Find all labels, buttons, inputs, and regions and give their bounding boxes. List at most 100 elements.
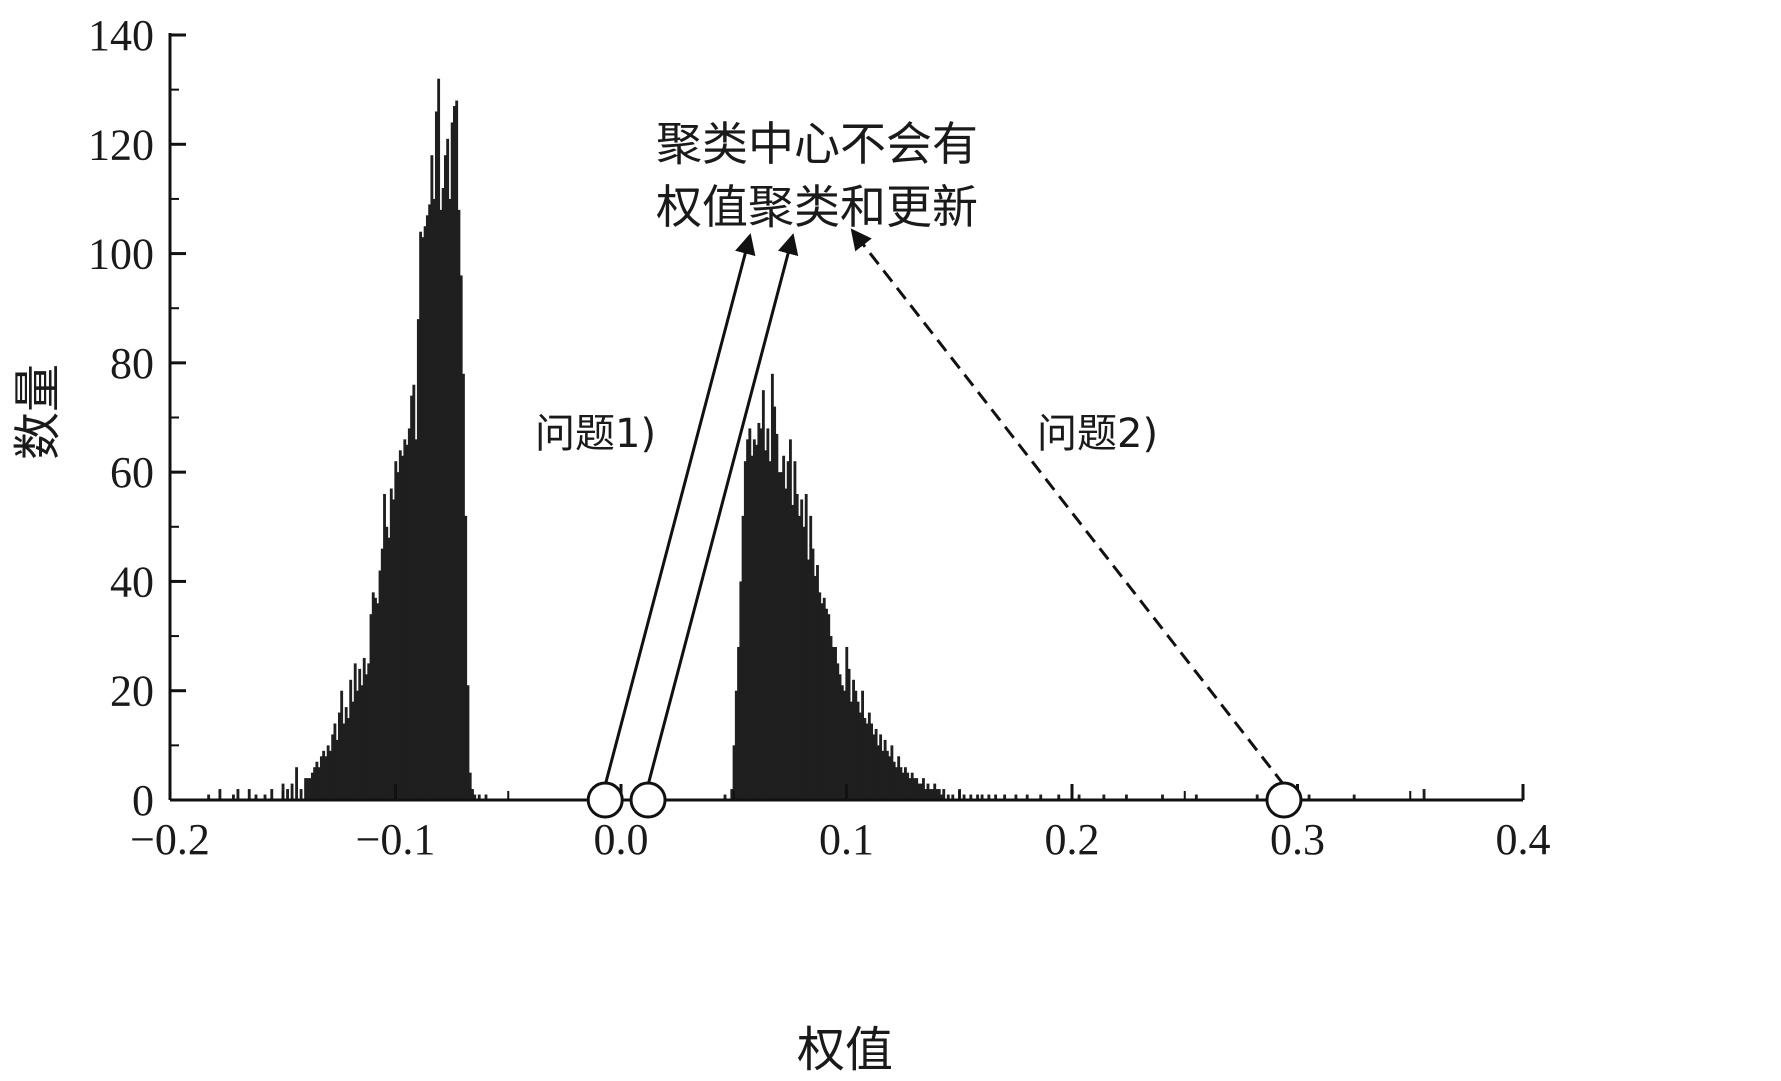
y-tick-label: 120 <box>88 120 154 169</box>
histogram-bar <box>313 767 317 800</box>
histogram-bar <box>1057 794 1061 800</box>
histogram-bar <box>365 674 368 800</box>
histogram-bar <box>845 647 849 800</box>
histogram-bar <box>462 373 465 800</box>
histogram-bar <box>401 455 404 800</box>
histogram-bar <box>820 603 824 800</box>
histogram-bar <box>876 745 880 800</box>
histogram-bar <box>761 390 765 800</box>
histogram-bar <box>732 745 736 800</box>
histogram-bar <box>1255 794 1259 800</box>
x-axis-title: 权值 <box>797 1022 893 1078</box>
histogram-bar <box>775 433 779 800</box>
centroid-marker <box>586 781 624 819</box>
histogram-bar <box>247 789 251 800</box>
histogram-bars <box>207 78 1426 801</box>
histogram-bar <box>315 761 319 800</box>
histogram-bar <box>484 794 488 800</box>
y-axis-title: 数量 <box>10 364 66 460</box>
histogram-bar <box>324 756 328 800</box>
histogram-bar <box>773 406 777 800</box>
histogram-bar <box>385 526 389 800</box>
histogram-bar <box>362 657 366 800</box>
x-tick-label: −0.1 <box>356 815 436 864</box>
histogram-bar <box>874 728 878 800</box>
histogram-bar <box>827 614 831 800</box>
histogram-bar <box>865 723 869 800</box>
histogram-bar <box>236 789 240 800</box>
histogram-bar <box>304 778 308 800</box>
histogram-bar <box>443 155 447 800</box>
histogram-bar <box>1307 794 1311 800</box>
histogram-bar <box>746 439 749 800</box>
dashed-arrow <box>850 228 1286 786</box>
histogram-bar <box>1003 794 1007 800</box>
histogram-bar <box>331 734 335 800</box>
histogram-bar <box>405 444 409 800</box>
histogram-bar <box>883 739 887 800</box>
histogram-bar <box>922 778 925 800</box>
histogram-bar <box>867 712 871 800</box>
histogram-bar <box>428 204 432 800</box>
histogram-bar <box>793 461 797 800</box>
histogram-bar <box>1077 794 1081 800</box>
histogram-bar <box>207 794 211 800</box>
histogram-bar <box>317 767 321 800</box>
histogram-bar <box>389 488 393 800</box>
histogram-bar <box>759 428 763 800</box>
histogram-bar <box>739 581 743 800</box>
y-tick-label: 20 <box>110 667 154 716</box>
histogram-bar <box>448 198 452 800</box>
histogram-bar <box>937 789 941 800</box>
histogram-bar <box>863 718 867 800</box>
histogram-bar <box>392 499 395 800</box>
histogram-bar <box>755 444 759 800</box>
histogram-bar <box>730 789 734 800</box>
histogram-bar <box>743 461 747 800</box>
histogram-bar <box>910 772 914 800</box>
histogram-bar <box>836 663 840 800</box>
histogram-bar <box>734 690 738 800</box>
histogram-bar <box>441 188 445 800</box>
histogram-bar <box>804 494 808 800</box>
x-tick-label: 0.4 <box>1496 815 1551 864</box>
histogram-bar <box>374 597 377 800</box>
histogram-bar <box>351 701 355 800</box>
histogram-bar <box>306 778 310 800</box>
histogram-bar <box>933 783 937 800</box>
annotation-arrows <box>603 228 1286 786</box>
histogram-bar <box>951 794 955 800</box>
histogram-bar <box>369 614 373 800</box>
annotation-issue2: 问题2) <box>1037 411 1158 457</box>
histogram-bar <box>811 548 815 800</box>
x-tick-label: 0.2 <box>1045 815 1100 864</box>
histogram-bar <box>847 668 851 800</box>
histogram-bar <box>414 439 418 800</box>
histogram-bar <box>344 707 348 800</box>
histogram-bar <box>450 122 454 801</box>
histogram-bar <box>913 778 916 800</box>
histogram-bar <box>290 783 294 800</box>
histogram-bar <box>464 515 468 800</box>
histogram-bar <box>453 106 456 801</box>
histogram-bar <box>1352 794 1356 800</box>
histogram-bar <box>752 439 756 800</box>
histogram-bar <box>924 789 928 800</box>
histogram-bar <box>723 794 727 800</box>
histogram-bar <box>333 723 337 800</box>
histogram-bar <box>439 209 443 801</box>
histogram-bar <box>779 472 783 800</box>
axes: 0 20 40 60 80 100 120 140 −0.2 −0.1 0.0 0.1 0.2 0.3 0.… <box>88 11 1551 864</box>
histogram-bar <box>915 778 919 800</box>
histogram-bar <box>356 690 359 800</box>
histogram-bar <box>468 772 472 800</box>
histogram-bar <box>777 472 781 800</box>
histogram-bar <box>919 783 923 800</box>
histogram-bar <box>906 772 910 800</box>
histogram-bar <box>383 494 386 800</box>
histogram-bar <box>789 439 792 800</box>
histogram-bar <box>818 592 822 800</box>
histogram-bar <box>935 789 939 800</box>
histogram-bar <box>455 100 459 800</box>
histogram-bar <box>931 789 934 800</box>
